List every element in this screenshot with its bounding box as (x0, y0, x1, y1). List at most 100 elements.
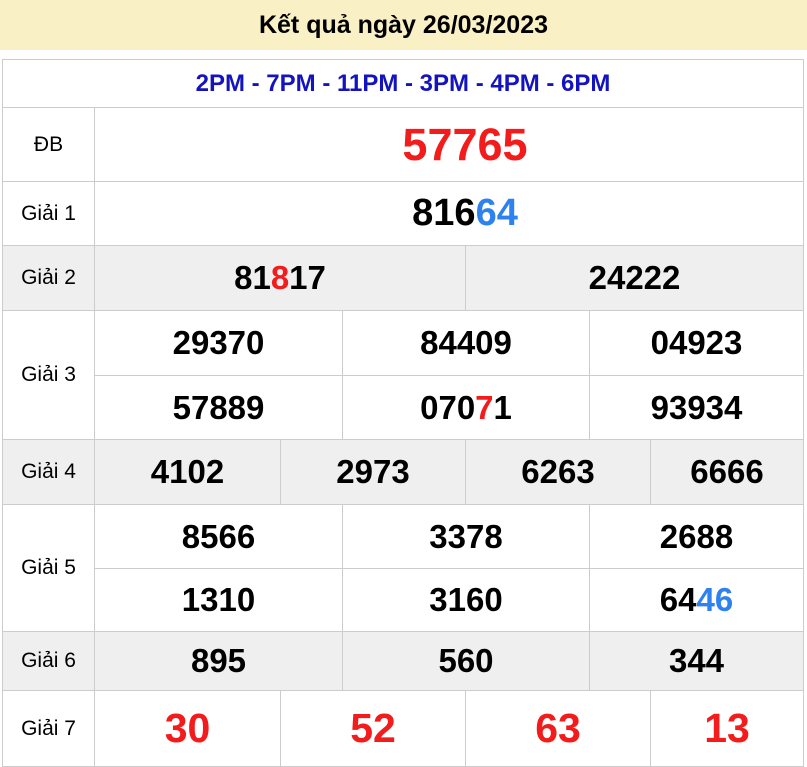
value-line: 4102 2973 6263 6666 (95, 440, 803, 504)
prize-number: 4102 (95, 440, 280, 504)
prize-label-g4: Giải 4 (3, 440, 95, 504)
prize-row-g2: Giải 2 81 8 17 24222 (3, 245, 803, 310)
highlighted-digits-blue: 64 (475, 192, 518, 234)
digits: 1 (493, 388, 512, 426)
prize-number: 3160 (342, 569, 589, 631)
prize-label-g6: Giải 6 (3, 632, 95, 690)
value-line: 57889 070 7 1 93934 (95, 375, 803, 439)
result-date-title-text: Kết quả ngày 26/03/2023 (258, 10, 549, 39)
digits: 3160 (429, 581, 503, 618)
highlighted-digits-red: 57765 (402, 118, 528, 170)
prize-number: 344 (589, 632, 803, 690)
prize-number: 81 8 17 (95, 246, 465, 310)
highlighted-digits-blue: 46 (696, 581, 734, 618)
prize-label-db: ĐB (3, 108, 95, 181)
prize-label-g3: Giải 3 (3, 311, 95, 439)
highlighted-digits-red: 13 (704, 705, 750, 751)
value-line: 1310 3160 64 46 (95, 568, 803, 631)
prize-label-g2: Giải 2 (3, 246, 95, 310)
digits: 84409 (420, 324, 512, 361)
prize-number: 2973 (280, 440, 465, 504)
digits: 29370 (172, 324, 265, 361)
value-line: 29370 84409 04923 (95, 311, 803, 375)
prize-row-g7: Giải 7 30 52 63 13 (3, 690, 803, 766)
prize-row-g3: Giải 3 29370 84409 04923 57889 070 7 1 93934 (3, 310, 803, 439)
digits: 8566 (181, 517, 256, 555)
prize-number: 29370 (95, 311, 342, 375)
value-line: 57765 (95, 108, 803, 181)
digits: 2973 (336, 453, 410, 490)
prize-values-g1: 816 64 (95, 182, 803, 245)
prize-number: 63 (465, 691, 650, 766)
digits: 24222 (588, 259, 681, 296)
highlighted-digits-red: 63 (535, 705, 581, 751)
digits: 04923 (650, 324, 743, 361)
digits: 4102 (150, 453, 225, 490)
digits: 6263 (521, 453, 595, 490)
digits: 93934 (650, 388, 743, 426)
highlighted-digits-red: 52 (350, 705, 396, 751)
prize-number: 57765 (95, 108, 803, 181)
digits: 81 (234, 259, 271, 296)
digits: 17 (289, 259, 326, 296)
prize-number: 30 (95, 691, 280, 766)
prize-number: 895 (95, 632, 342, 690)
prize-values-g2: 81 8 17 24222 (95, 246, 803, 310)
highlighted-digits-red: 8 (270, 259, 290, 296)
value-line: 81 8 17 24222 (95, 246, 803, 310)
digits: 6666 (690, 453, 764, 490)
prize-number: 6666 (650, 440, 803, 504)
digits: 560 (438, 642, 494, 679)
prize-values-g6: 895 560 344 (95, 632, 803, 690)
prize-number: 24222 (465, 246, 803, 310)
digits: 2688 (659, 517, 734, 555)
prize-values-db: 57765 (95, 108, 803, 181)
draw-schedule-text: 2PM - 7PM - 11PM - 3PM - 4PM - 6PM (195, 69, 611, 97)
prize-row-g1: Giải 1 816 64 (3, 181, 803, 245)
prize-row-db: ĐB 57765 (3, 107, 803, 181)
prize-values-g5: 8566 3378 2688 1310 3160 64 46 (95, 505, 803, 631)
digits: 1310 (181, 581, 256, 618)
prize-number: 84409 (342, 311, 589, 375)
prize-number: 57889 (95, 376, 342, 439)
digits: 816 (412, 192, 476, 234)
digits: 3378 (429, 517, 503, 555)
prize-label-g1: Giải 1 (3, 182, 95, 245)
prize-row-g4: Giải 4 4102 2973 6263 6666 (3, 439, 803, 504)
prize-number: 3378 (342, 505, 589, 568)
results-table-body: ĐB 57765 Giải 1 816 64 Giải 2 81 8 17 24222 Giải 3… (3, 107, 803, 766)
prize-number: 64 46 (589, 569, 803, 631)
result-date-title: Kết quả ngày 26/03/2023 (0, 0, 807, 50)
value-line: 895 560 344 (95, 632, 803, 690)
prize-label-g5: Giải 5 (3, 505, 95, 631)
value-line: 30 52 63 13 (95, 691, 803, 766)
prize-number: 2688 (589, 505, 803, 568)
prize-label-g7: Giải 7 (3, 691, 95, 766)
prize-values-g4: 4102 2973 6263 6666 (95, 440, 803, 504)
digits: 57889 (172, 388, 265, 426)
prize-number: 1310 (95, 569, 342, 631)
prize-number: 6263 (465, 440, 650, 504)
prize-number: 070 7 1 (342, 376, 589, 439)
digits: 344 (668, 642, 725, 679)
value-line: 816 64 (95, 182, 803, 245)
highlighted-digits-red: 30 (164, 705, 211, 751)
prize-values-g7: 30 52 63 13 (95, 691, 803, 766)
digits: 895 (190, 642, 247, 679)
prize-number: 560 (342, 632, 589, 690)
prize-values-g3: 29370 84409 04923 57889 070 7 1 93934 (95, 311, 803, 439)
draw-schedule-row: 2PM - 7PM - 11PM - 3PM - 4PM - 6PM (3, 60, 803, 107)
digits: 070 (420, 388, 476, 426)
digits: 64 (659, 581, 697, 618)
prize-number: 8566 (95, 505, 342, 568)
prize-row-g5: Giải 5 8566 3378 2688 1310 3160 64 46 (3, 504, 803, 631)
prize-number: 93934 (589, 376, 803, 439)
value-line: 8566 3378 2688 (95, 505, 803, 568)
highlighted-digits-red: 7 (475, 388, 494, 426)
prize-row-g6: Giải 6 895 560 344 (3, 631, 803, 690)
prize-number: 04923 (589, 311, 803, 375)
prize-number: 13 (650, 691, 803, 766)
prize-number: 816 64 (95, 182, 803, 245)
results-table: 2PM - 7PM - 11PM - 3PM - 4PM - 6PM ĐB 577… (2, 59, 804, 767)
prize-number: 52 (280, 691, 465, 766)
